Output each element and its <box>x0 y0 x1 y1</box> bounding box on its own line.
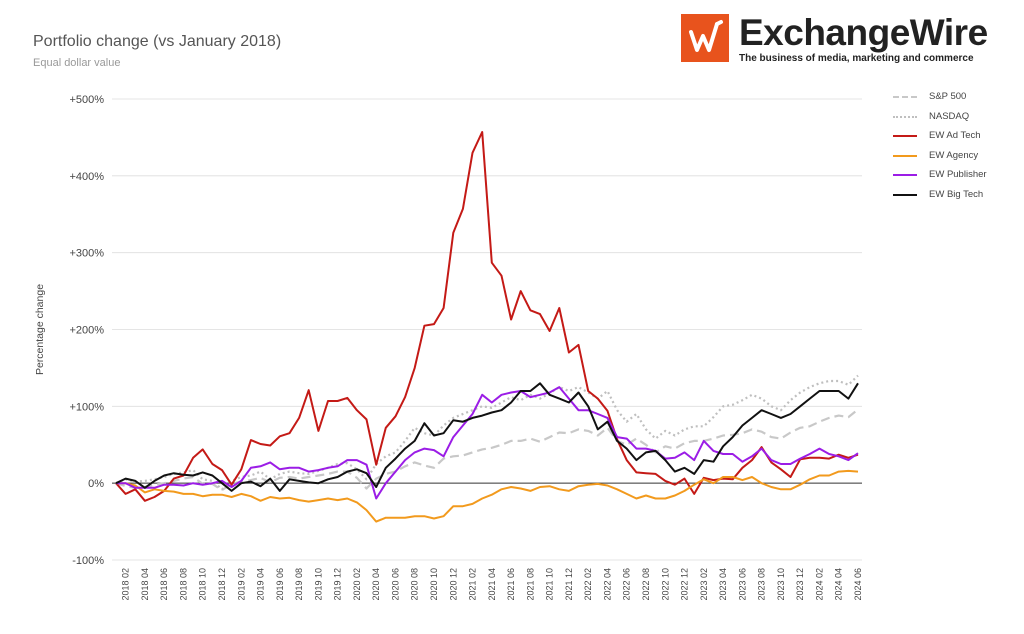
x-tick-label: 2021 10 <box>545 568 555 601</box>
exchangewire-logo: ExchangeWire The business of media, mark… <box>681 12 1001 70</box>
x-tick-label: 2019 08 <box>294 568 304 601</box>
x-tick-label: 2020 02 <box>352 568 362 601</box>
legend-swatch <box>893 193 917 196</box>
series-line-nasdaq <box>115 374 859 491</box>
x-tick-label: 2020 08 <box>410 568 420 601</box>
x-tick-label: 2022 08 <box>641 568 651 601</box>
series-line-ew-big-tech <box>115 382 859 492</box>
x-tick-label: 2021 04 <box>487 568 497 601</box>
x-tick-label: 2024 02 <box>814 568 824 601</box>
x-tick-label: 2024 04 <box>834 568 844 601</box>
x-tick-label: 2019 04 <box>256 568 266 601</box>
legend-swatch <box>893 96 917 98</box>
x-tick-label: 2023 04 <box>718 568 728 601</box>
x-tick-label: 2021 08 <box>525 568 535 601</box>
x-tick-label: 2018 08 <box>178 568 188 601</box>
series-line-ew-ad-tech <box>115 131 859 502</box>
x-tick-label: 2020 10 <box>429 568 439 601</box>
x-tick-label: 2023 10 <box>776 568 786 601</box>
x-tick-label: 2018 12 <box>217 568 227 601</box>
w-checkmark-icon <box>681 14 729 62</box>
chart-legend: S&P 500 NASDAQ EW Ad Tech EW Agency EW Publi… <box>893 90 1013 207</box>
legend-item: EW Big Tech <box>893 188 1013 208</box>
legend-item: S&P 500 <box>893 90 1013 110</box>
legend-swatch <box>893 174 917 176</box>
logo-wordmark: ExchangeWire <box>739 12 988 53</box>
legend-item: EW Ad Tech <box>893 129 1013 149</box>
legend-item: EW Agency <box>893 149 1013 169</box>
legend-label: S&P 500 <box>929 91 967 102</box>
legend-swatch <box>893 154 917 157</box>
x-tick-label: 2022 04 <box>602 568 612 601</box>
x-tick-label: 2019 12 <box>333 568 343 601</box>
x-tick-label: 2022 10 <box>660 568 670 601</box>
x-tick-label: 2018 06 <box>159 568 169 601</box>
series-line-ew-publisher <box>116 386 859 500</box>
x-tick-label: 2023 12 <box>795 568 805 601</box>
x-tick-label: 2020 04 <box>371 568 381 601</box>
x-tick-label: 2018 02 <box>121 568 131 601</box>
legend-label: EW Agency <box>929 149 979 161</box>
logo-tagline: The business of media, marketing and com… <box>739 53 974 64</box>
y-tick-label: +400% <box>69 171 104 183</box>
y-tick-label: +300% <box>69 248 104 260</box>
y-tick-label: 0% <box>88 478 104 490</box>
y-tick-label: +100% <box>69 401 104 413</box>
x-tick-label: 2019 06 <box>275 568 285 601</box>
legend-swatch <box>893 115 917 118</box>
x-tick-label: 2022 12 <box>680 568 690 601</box>
y-tick-label: +500% <box>69 94 104 106</box>
x-tick-label: 2020 12 <box>448 568 458 601</box>
y-tick-label: -100% <box>72 555 104 567</box>
legend-label: EW Publisher <box>929 169 987 180</box>
x-tick-label: 2023 02 <box>699 568 709 601</box>
legend-swatch <box>893 135 917 137</box>
x-tick-label: 2019 02 <box>236 568 246 601</box>
x-tick-label: 2023 08 <box>757 568 767 601</box>
legend-label: NASDAQ <box>929 110 970 122</box>
legend-item: NASDAQ <box>893 110 1013 130</box>
legend-label: EW Ad Tech <box>929 130 981 141</box>
chart-title: Portfolio change (vs January 2018) <box>33 33 282 50</box>
x-tick-label: 2022 06 <box>622 568 632 601</box>
x-tick-label: 2021 12 <box>564 568 574 601</box>
x-tick-label: 2020 06 <box>390 568 400 601</box>
y-axis-label: Percentage change <box>34 284 46 375</box>
x-tick-label: 2018 04 <box>140 568 150 601</box>
series-line-ew-agency <box>116 469 859 523</box>
legend-label: EW Big Tech <box>929 188 984 200</box>
x-tick-label: 2018 10 <box>198 568 208 601</box>
x-tick-label: 2021 06 <box>506 568 516 601</box>
chart-subtitle: Equal dollar value <box>33 57 121 69</box>
y-tick-label: +200% <box>69 325 104 337</box>
x-tick-label: 2023 06 <box>737 568 747 601</box>
legend-item: EW Publisher <box>893 168 1013 188</box>
x-tick-label: 2021 02 <box>468 568 478 601</box>
x-tick-label: 2022 02 <box>583 568 593 601</box>
x-tick-label: 2024 06 <box>853 568 863 601</box>
x-tick-label: 2019 10 <box>313 568 323 601</box>
